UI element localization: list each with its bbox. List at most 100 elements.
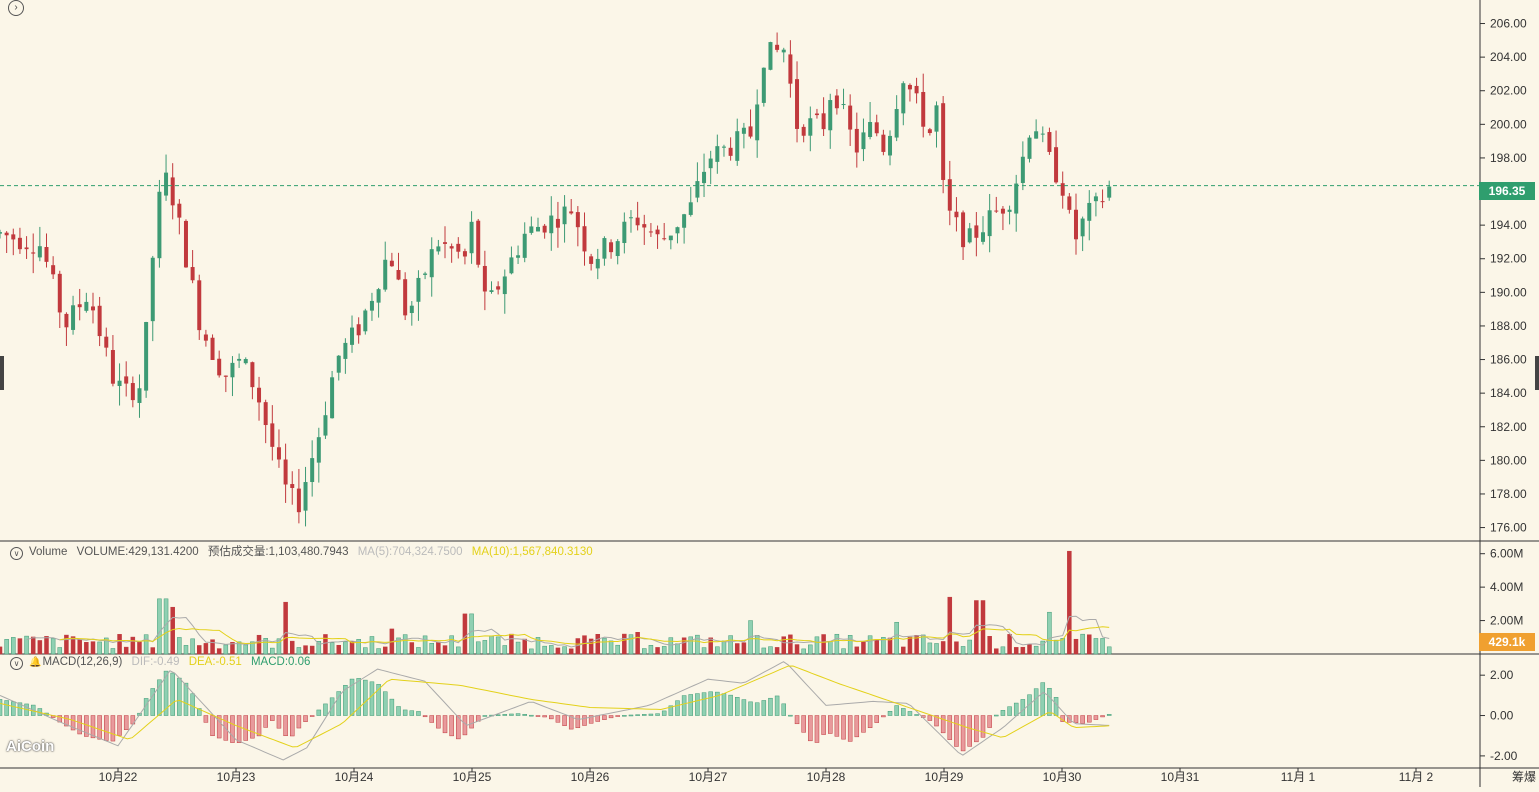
macd-dea-line [0,665,1110,748]
macd-histogram-bar [907,711,913,716]
volume-bar [535,637,541,655]
macd-histogram-bar [389,698,395,716]
price-candle [1027,137,1032,159]
macd-histogram-bar [1007,706,1012,716]
volume-bar [874,639,879,655]
volume-bar [429,642,434,655]
macd-histogram-bar [482,715,488,717]
macd-histogram-bar [309,715,315,717]
volume-bar [987,636,992,655]
left-drag-handle[interactable] [0,356,4,390]
macd-histogram-bar [256,715,262,737]
macd-histogram-bar [230,715,235,743]
volume-bar [309,645,315,655]
volume-bar [582,635,587,655]
price-candle [44,247,49,262]
volume-bar [940,641,946,655]
volume-bar [1093,638,1099,655]
volume-bar [675,643,680,655]
volume-bar [768,646,773,655]
volume-bar [236,641,242,655]
macd-histogram-bar [442,715,448,734]
volume-ma5-line [26,615,1110,648]
macd-histogram-bar [183,682,189,716]
price-candle [356,324,361,336]
alarm-bell-icon[interactable]: 🔔 [29,657,42,668]
volume-bar [794,644,800,655]
volume-bar [1053,639,1059,655]
price-candle [203,334,208,341]
price-candle [429,249,434,278]
price-candle [874,122,879,134]
price-candle [682,214,687,228]
macd-histogram-bar [210,715,215,737]
macd-histogram-bar [276,715,282,729]
macd-histogram-bar [801,715,806,733]
price-candle [436,246,441,252]
macd-histogram-bar [243,715,249,741]
price-candle [947,179,952,211]
x-tick-label: 10月30 [1043,770,1082,784]
price-candle [562,206,567,225]
price-candle [462,251,467,257]
price-candle [575,212,580,228]
price-candle [197,280,202,331]
volume-bar [197,645,202,655]
volume-bar [329,642,335,655]
volume-bar [376,648,381,655]
price-candle [1107,186,1112,198]
price-candle [994,210,999,212]
macd-histogram-bar [456,715,461,740]
price-candle [57,273,62,313]
expand-panel-icon[interactable]: › [8,0,24,16]
volume-bar [110,648,116,655]
price-candle [1040,133,1045,135]
volume-bar [57,647,63,655]
price-candle [788,54,793,84]
macd-histogram-bar [867,715,873,729]
volume-bar [270,647,275,655]
volume-bar [549,645,554,655]
macd-histogram-bar [661,710,667,716]
macd-histogram-bar [1073,715,1079,724]
volume-bar [30,636,36,655]
price-tick-label: 198.00 [1490,151,1527,165]
macd-histogram-bar [1013,702,1019,716]
volume-bar [97,641,102,655]
macd-histogram-bar [77,715,82,735]
price-tick-label: 180.00 [1490,453,1527,467]
macd-histogram-bar [701,692,707,716]
volume-ma5: MA(5):704,324.7500 [357,546,463,558]
macd-histogram-bar [1040,682,1046,716]
macd-histogram-bar [602,715,607,720]
price-candle [223,375,228,377]
macd-histogram-bar [854,715,860,738]
corner-tool-label[interactable]: 筹 [1512,770,1524,784]
macd-histogram-bar [774,695,780,716]
price-candle [170,177,175,206]
price-candle [907,84,912,90]
price-candle [376,289,381,303]
volume-bar [994,648,999,655]
price-candle [589,256,594,264]
macd-histogram-bar [97,715,102,740]
macd-histogram-bar [509,713,514,716]
price-candle [130,383,135,401]
x-tick-label: 10月23 [217,770,256,784]
volume-bar [1040,640,1046,655]
collapse-volume-icon[interactable]: ∨ [10,547,23,560]
price-candle [967,228,972,243]
right-drag-handle[interactable] [1535,356,1539,390]
volume-bar [363,647,368,655]
macd-histogram-bar [170,672,175,716]
price-candle [1073,209,1078,240]
volume-bar [37,640,43,655]
macd-histogram-bar [1000,710,1006,716]
corner-tool-label[interactable]: 爆 [1524,770,1536,784]
collapse-macd-icon[interactable]: ∨ [10,657,23,670]
price-candle [901,83,906,114]
volume-bar [223,644,229,655]
volume-bar [1013,647,1019,655]
